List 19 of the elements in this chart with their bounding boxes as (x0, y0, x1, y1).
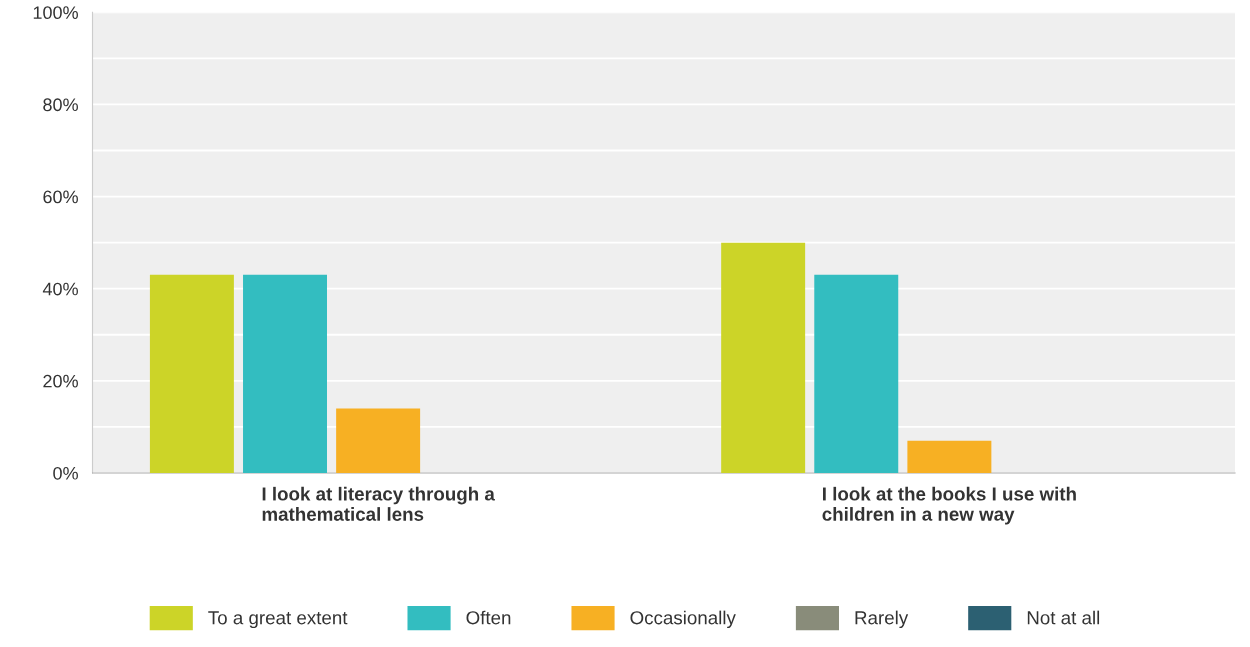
legend-label: Rarely (855, 610, 909, 629)
y-tick-label: 40% (42, 282, 78, 296)
x-tick-label: I look at literacy through a mathematical lens (262, 486, 495, 521)
y-tick-label: 20% (43, 374, 78, 388)
bar (336, 408, 421, 473)
y-tick-label: 0% (53, 466, 78, 480)
bar (721, 242, 806, 473)
bar (814, 274, 899, 473)
legend-label: Often (466, 610, 511, 625)
x-tick-label: I look at the books I use with children in a new way (822, 486, 1076, 525)
y-tick-label: 100% (33, 6, 78, 20)
legend-label: Not at all (1027, 610, 1100, 625)
bar (907, 440, 992, 473)
bar (243, 274, 327, 473)
y-tick-label: 60% (43, 190, 78, 204)
legend-label: Occasionally (630, 610, 736, 629)
bar (149, 274, 234, 473)
y-tick-label: 80% (43, 98, 78, 112)
legend-label: To a great extent (208, 611, 348, 629)
